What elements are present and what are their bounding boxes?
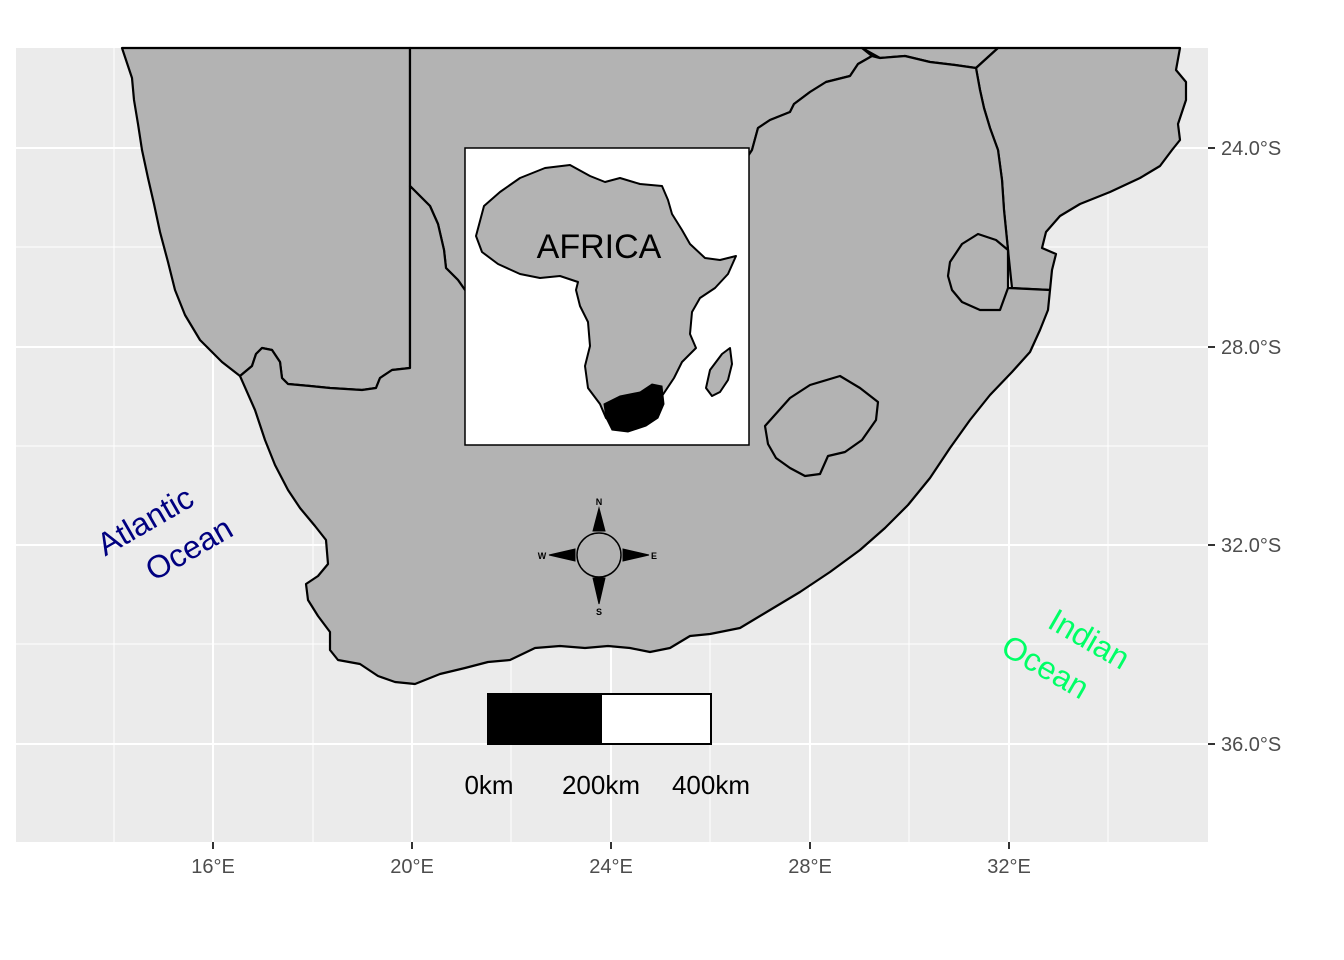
x-axis: 16°E 20°E 24°E 28°E 32°E bbox=[191, 842, 1031, 878]
x-tick-label: 24°E bbox=[589, 856, 633, 878]
y-tick-label: 28.0°S bbox=[1221, 337, 1281, 359]
scale-label-400: 400km bbox=[672, 770, 750, 800]
scale-label-0: 0km bbox=[464, 770, 513, 800]
scale-label-200: 200km bbox=[562, 770, 640, 800]
scale-bar-white-segment bbox=[600, 693, 712, 745]
country-lesotho bbox=[763, 374, 880, 478]
inset-map: AFRICA bbox=[464, 147, 750, 446]
x-tick-label: 16°E bbox=[191, 856, 235, 878]
compass-needle-east bbox=[622, 548, 650, 562]
x-tick-label: 32°E bbox=[987, 856, 1031, 878]
inset-south-africa-highlight bbox=[603, 383, 665, 433]
inset-madagascar bbox=[705, 347, 733, 397]
compass-needle-south bbox=[592, 577, 606, 605]
compass-w: W bbox=[538, 551, 547, 561]
country-eswatini bbox=[946, 232, 1010, 312]
inset-africa-shape bbox=[475, 164, 737, 431]
compass-e: E bbox=[651, 551, 657, 561]
y-tick-label: 32.0°S bbox=[1221, 535, 1281, 557]
compass-n: N bbox=[596, 497, 603, 507]
y-tick-label: 24.0°S bbox=[1221, 138, 1281, 160]
north-arrow: N S W E bbox=[538, 497, 657, 617]
compass-needle-north bbox=[592, 506, 606, 532]
y-axis: 24.0°S 28.0°S 32.0°S 36.0°S bbox=[1208, 138, 1281, 756]
compass-s: S bbox=[596, 607, 602, 617]
inset-title: AFRICA bbox=[537, 228, 662, 266]
x-tick-label: 28°E bbox=[788, 856, 832, 878]
compass-ring bbox=[576, 532, 622, 578]
x-tick-label: 20°E bbox=[390, 856, 434, 878]
y-tick-label: 36.0°S bbox=[1221, 734, 1281, 756]
compass-needle-west bbox=[548, 548, 576, 562]
scale-bar: 0km 200km 400km bbox=[464, 693, 750, 800]
scale-bar-black-segment bbox=[487, 693, 602, 745]
